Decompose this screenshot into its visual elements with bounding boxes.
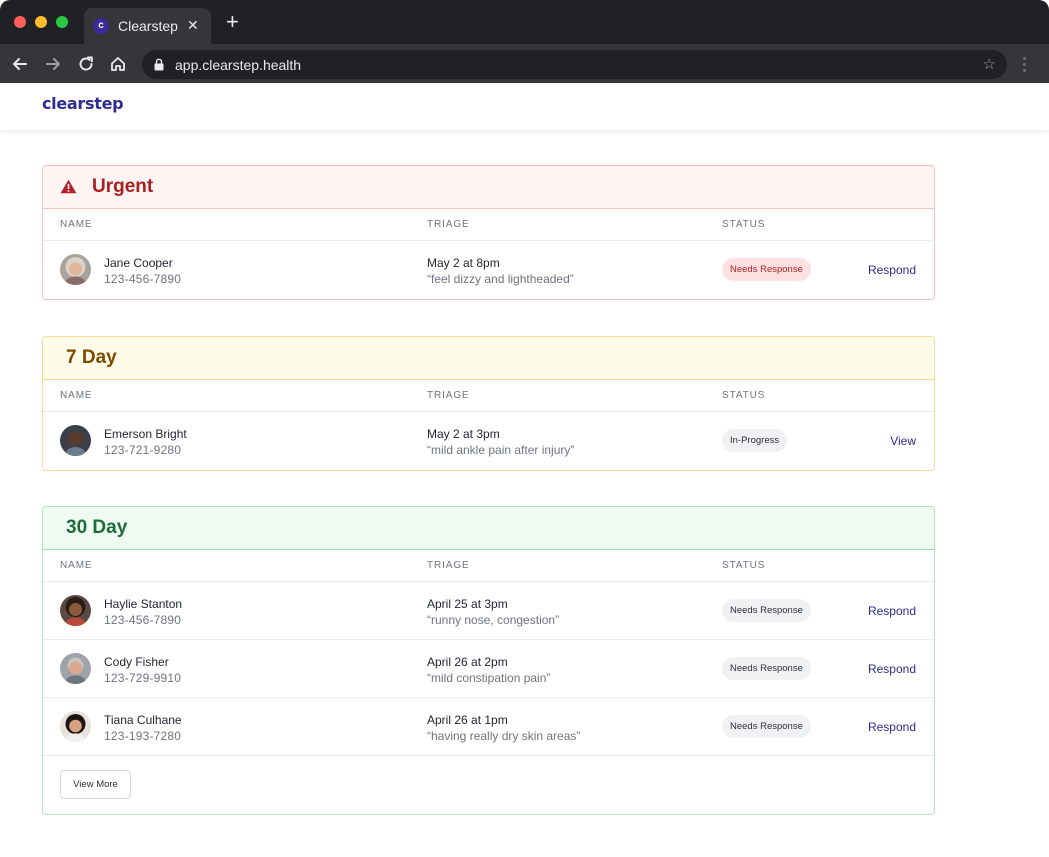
avatar [60,711,91,742]
section-title: 30 Day [66,517,128,538]
section-title: Urgent [92,176,154,197]
app-header: clearstep [0,83,1049,130]
patient-name: Tiana Culhane [104,713,182,727]
browser-tab[interactable]: c Clearstep ✕ [84,8,211,44]
column-header-triage: TRIAGE [427,219,470,230]
avatar [60,425,91,456]
star-icon[interactable]: ☆ [982,56,996,73]
lock-icon [154,58,164,71]
triage-note: “feel dizzy and lightheaded” [427,272,574,286]
table-row[interactable]: Tiana Culhane 123-193-7280 April 26 at 1… [43,698,934,756]
section-title: 7 Day [66,347,117,368]
avatar [60,595,91,626]
respond-link[interactable]: Respond [867,662,916,676]
patient-phone: 123-456-7890 [104,272,182,286]
column-header-triage: TRIAGE [427,560,470,571]
column-header-status: STATUS [722,560,766,571]
favicon-icon: c [93,18,109,34]
respond-link[interactable]: Respond [867,263,916,277]
status-badge: Needs Response [722,657,811,680]
column-header-status: STATUS [722,390,766,401]
triage-date: April 25 at 3pm [427,597,508,611]
view-more-button[interactable]: View More [60,770,131,799]
browser-toolbar: app.clearstep.health ☆ [0,44,1049,83]
table-row[interactable]: Emerson Bright 123-721-9280 May 2 at 3pm… [43,412,934,470]
patient-name: Haylie Stanton [104,597,183,611]
patient-name: Emerson Bright [104,427,187,441]
respond-link[interactable]: Respond [867,604,916,618]
triage-date: April 26 at 2pm [427,655,508,669]
browser-titlebar: c Clearstep ✕ + [0,0,1049,44]
kebab-menu-icon[interactable] [1019,55,1031,73]
urgent-section: Urgent NAME TRIAGE STATUS Jane Cooper 12… [42,165,935,300]
patient-name: Cody Fisher [104,655,169,669]
status-badge: In-Progress [722,429,788,452]
patient-phone: 123-721-9280 [104,443,182,457]
plus-icon[interactable]: + [226,9,239,34]
triage-note: “mild ankle pain after injury” [427,443,575,457]
urgent-section-header: Urgent [43,166,934,209]
triage-date: May 2 at 8pm [427,256,500,270]
triage-date: May 2 at 3pm [427,427,500,441]
thirty-day-section: 30 Day NAME TRIAGE STATUS Haylie Stanton… [42,506,935,815]
maximize-window-button[interactable] [56,16,68,28]
avatar [60,254,91,285]
minimize-window-button[interactable] [35,16,47,28]
patient-phone: 123-193-7280 [104,729,182,743]
triage-date: April 26 at 1pm [427,713,508,727]
view-link[interactable]: View [890,434,916,448]
table-row[interactable]: Haylie Stanton 123-456-7890 April 25 at … [43,582,934,640]
column-header-name: NAME [60,560,93,571]
address-bar[interactable]: app.clearstep.health ☆ [142,50,1007,79]
column-headers: NAME TRIAGE STATUS [43,209,934,241]
column-header-triage: TRIAGE [427,390,470,401]
triage-note: “runny nose, congestion” [427,613,560,627]
seven-day-section: 7 Day NAME TRIAGE STATUS Emerson Bright … [42,336,935,471]
status-badge: Needs Response [722,715,811,738]
close-icon[interactable]: ✕ [187,17,199,33]
close-window-button[interactable] [14,16,26,28]
tab-title: Clearstep [118,18,178,34]
triage-note: “mild constipation pain” [427,671,551,685]
column-header-name: NAME [60,219,93,230]
thirty-day-section-header: 30 Day [43,507,934,550]
table-row[interactable]: Jane Cooper 123-456-7890 May 2 at 8pm “f… [43,241,934,299]
column-header-name: NAME [60,390,93,401]
column-headers: NAME TRIAGE STATUS [43,550,934,582]
seven-day-section-header: 7 Day [43,337,934,380]
url-text: app.clearstep.health [175,57,302,73]
column-header-status: STATUS [722,219,766,230]
triage-note: “having really dry skin areas” [427,729,581,743]
patient-name: Jane Cooper [104,256,173,270]
reload-icon[interactable] [77,55,95,73]
back-arrow-icon[interactable] [11,55,29,73]
column-headers: NAME TRIAGE STATUS [43,380,934,412]
status-badge: Needs Response [722,258,811,281]
clearstep-logo[interactable]: clearstep [42,94,124,113]
patient-phone: 123-729-9910 [104,671,182,685]
warning-icon [60,179,77,194]
avatar [60,653,91,684]
home-icon[interactable] [109,55,127,73]
patient-phone: 123-456-7890 [104,613,182,627]
status-badge: Needs Response [722,599,811,622]
view-more-row: View More [43,756,934,813]
respond-link[interactable]: Respond [867,720,916,734]
table-row[interactable]: Cody Fisher 123-729-9910 April 26 at 2pm… [43,640,934,698]
forward-arrow-icon[interactable] [44,55,62,73]
